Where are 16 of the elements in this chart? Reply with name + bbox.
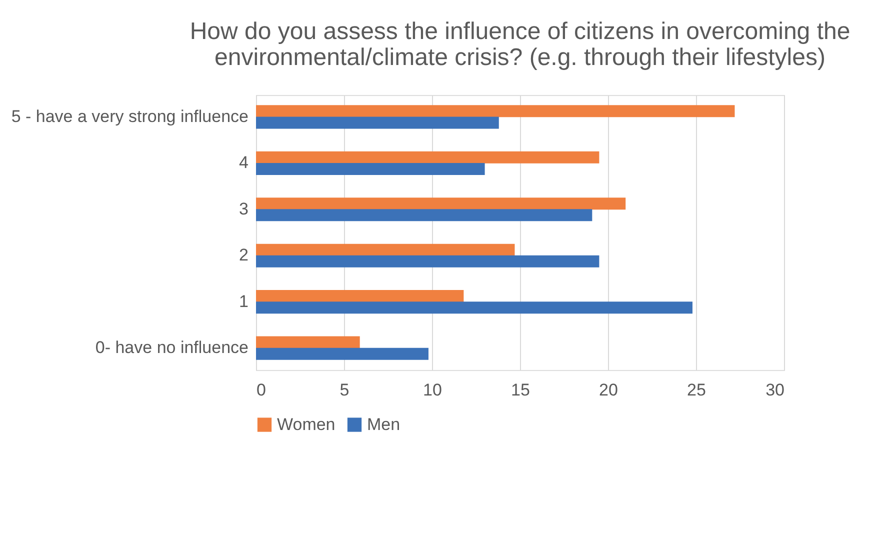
y-tick-label: 5 - have a very strong influence xyxy=(11,106,248,126)
x-tick-label: 10 xyxy=(423,380,442,400)
x-tick-label: 25 xyxy=(687,380,706,400)
y-tick-label: 2 xyxy=(239,246,248,265)
y-tick-label: 1 xyxy=(239,292,248,311)
x-tick-label: 5 xyxy=(340,380,350,400)
legend-label: Women xyxy=(277,414,336,434)
x-tick-label: 20 xyxy=(599,380,618,400)
x-tick-label: 15 xyxy=(511,380,530,400)
legend-label: Men xyxy=(367,414,400,434)
x-tick-label: 0 xyxy=(256,380,266,400)
y-tick-label: 4 xyxy=(239,153,248,172)
y-tick-label: 3 xyxy=(239,199,248,218)
x-tick-label: 30 xyxy=(766,380,784,400)
y-tick-label: 0- have no influence xyxy=(95,338,248,358)
chart-title: How do you assess the influence of citizens in overcoming the environmental/climate crisis? (e.g. through their lifestyles) xyxy=(190,18,850,71)
